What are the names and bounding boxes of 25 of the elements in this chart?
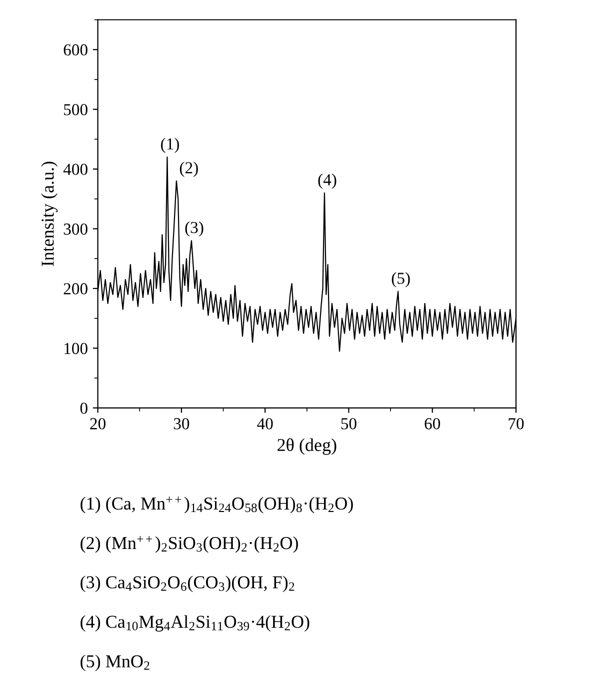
y-tick-label: 400 [63, 164, 88, 175]
x-axis-title: 2θ (deg) [278, 438, 336, 455]
annotation: (3) [185, 221, 204, 237]
y-tick-label: 0 [80, 402, 88, 414]
annotation: (1) [161, 138, 179, 153]
text: (3) Ca$_{4}$SiO$_{2}$O$_{6}$(CO$_{3}$)(OH, F)$_{2}$ [80, 576, 294, 592]
x-tick-label: 40 [257, 418, 273, 430]
text: (1) (Ca, Mn$^{++}$)$_{14}$Si$_{24}$O$_{58}$(OH)$_{8}$·(H$_{2}$O) [80, 496, 353, 514]
x-tick-label: 20 [90, 418, 106, 430]
text: (5) MnO$_{2}$ [80, 654, 150, 672]
y-axis-title: Intensity (a.u.) [41, 162, 58, 266]
y-tick-label: 600 [64, 44, 88, 56]
y-tick-label: 100 [64, 342, 88, 354]
y-tick-label: 500 [64, 104, 88, 116]
x-tick-label: 30 [174, 418, 190, 430]
text: (4) Ca$_{10}$Mg$_{4}$Al$_{2}$Si$_{11}$O$_{39}$·4(H$_{2}$O) [80, 615, 310, 632]
x-tick-label: 50 [341, 418, 356, 430]
y-tick-label: 300 [64, 223, 88, 235]
y-tick-label: 200 [64, 283, 88, 294]
x-tick-label: 70 [508, 418, 524, 430]
text: (2) (Mn$^{++}$)$_{2}$SiO$_{3}$(OH)$_{2}$·(H$_{2}$O) [80, 536, 298, 553]
x-tick-label: 60 [424, 418, 440, 430]
annotation: (2) [180, 162, 198, 177]
annotation: (5) [392, 272, 410, 288]
annotation: (4) [318, 174, 336, 189]
